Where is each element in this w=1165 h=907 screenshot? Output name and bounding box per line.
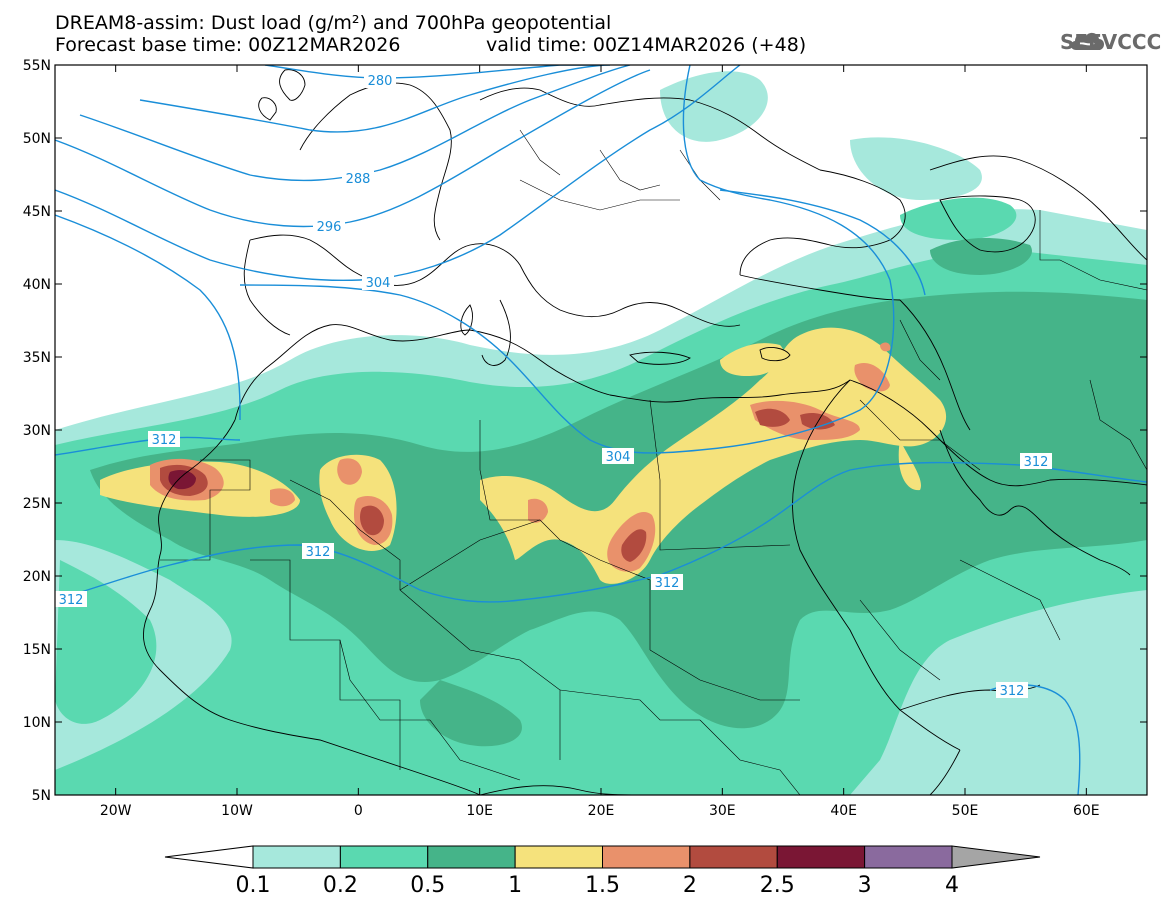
colorbar-box (689, 845, 778, 869)
lat-tick-label: 30N (23, 423, 51, 439)
colorbar-box (427, 845, 516, 869)
forecast-base-time: Forecast base time: 00Z12MAR2026 (55, 34, 401, 56)
lon-tick-label: 30E (709, 803, 736, 819)
colorbar-under-triangle (164, 845, 254, 869)
colorbar-box (252, 845, 341, 869)
lat-tick-label: 35N (23, 350, 51, 366)
contour-label-312-chad: 312 (655, 576, 680, 591)
lon-tick-label: 40E (830, 803, 857, 819)
contour-288b (55, 69, 651, 228)
contour-label-304-atlantic: 304 (366, 276, 391, 291)
longitude-axis: 20W 10W 0 10E 20E 30E 40E 50E 60E (100, 65, 1100, 819)
contour-288 (79, 65, 631, 182)
lon-tick-label: 0 (354, 803, 363, 819)
colorbar-box (776, 845, 866, 869)
contour-label-312-canary: 312 (152, 433, 177, 448)
contour-label-312-horn: 312 (1000, 684, 1025, 699)
colorbar-box (864, 845, 953, 869)
contour-label-312-sahara: 312 (306, 545, 331, 560)
lon-tick-label: 50E (952, 803, 979, 819)
lat-tick-label: 20N (23, 569, 51, 585)
contour-label-304-africa: 304 (606, 450, 631, 465)
lat-tick-label: 25N (23, 496, 51, 512)
contour-label-288: 288 (346, 172, 371, 187)
contour-312b (55, 461, 1147, 603)
colorbar-box (339, 845, 429, 869)
colorbar-level-label: 1 (508, 873, 522, 898)
colorbar-level-label: 0.5 (410, 873, 445, 898)
lat-tick-label: 40N (23, 277, 51, 293)
contour-304c (719, 189, 926, 296)
lon-tick-label: 10E (466, 803, 493, 819)
colorbar-level-label: 3 (858, 873, 872, 898)
latitude-axis: 55N 50N 45N 40N 35N 30N 25N 20N 15N 10N 5N (23, 58, 1147, 804)
colorbar-box (514, 845, 603, 869)
colorbar-box (602, 845, 691, 869)
contour-304b (239, 65, 895, 454)
colorbar-level-label: 0.2 (323, 873, 358, 898)
cloud-logo-icon (1070, 32, 1105, 50)
lat-tick-label: 45N (23, 204, 51, 220)
dust-level-1 (100, 327, 947, 584)
contour-304 (55, 214, 241, 420)
logo-text: SEEVCCC (1060, 30, 1162, 54)
country-borders (160, 129, 1147, 795)
map-title: DREAM8-assim: Dust load (g/m²) and 700hP… (55, 12, 612, 34)
contour-label-280: 280 (368, 74, 393, 89)
dust-level-2.5 (168, 470, 196, 490)
lat-tick-label: 5N (32, 788, 51, 804)
colorbar-level-label: 4 (945, 873, 959, 898)
lon-tick-label: 20E (588, 803, 615, 819)
colorbar-over-triangle (951, 845, 1041, 869)
lat-tick-label: 10N (23, 715, 51, 731)
contour-280b (139, 65, 611, 133)
dust-level-2 (160, 408, 835, 562)
lon-tick-label: 20W (100, 803, 132, 819)
colorbar-level-label: 2.5 (760, 873, 795, 898)
contour-labels: 280 288 296 304 304 312 312 312 312 312 … (55, 72, 1052, 699)
coastlines (143, 69, 1147, 795)
lat-tick-label: 50N (23, 131, 51, 147)
lon-tick-label: 60E (1073, 803, 1100, 819)
colorbar: 0.1 0.2 0.5 1 1.5 2 2.5 3 4 (164, 845, 1041, 898)
dust-shading (55, 65, 1147, 795)
lat-tick-label: 55N (23, 58, 51, 74)
geopotential-contours (55, 65, 1147, 795)
lat-tick-label: 15N (23, 642, 51, 658)
contour-label-312-west: 312 (59, 593, 84, 608)
contour-label-296: 296 (317, 220, 342, 235)
colorbar-level-label: 1.5 (585, 873, 620, 898)
colorbar-level-label: 0.1 (236, 873, 271, 898)
contour-label-312-gulf: 312 (1024, 455, 1049, 470)
colorbar-level-label: 2 (683, 873, 697, 898)
contour-296 (55, 65, 741, 282)
lon-tick-label: 10W (221, 803, 253, 819)
valid-time: valid time: 00Z14MAR2026 (+48) (486, 34, 807, 56)
